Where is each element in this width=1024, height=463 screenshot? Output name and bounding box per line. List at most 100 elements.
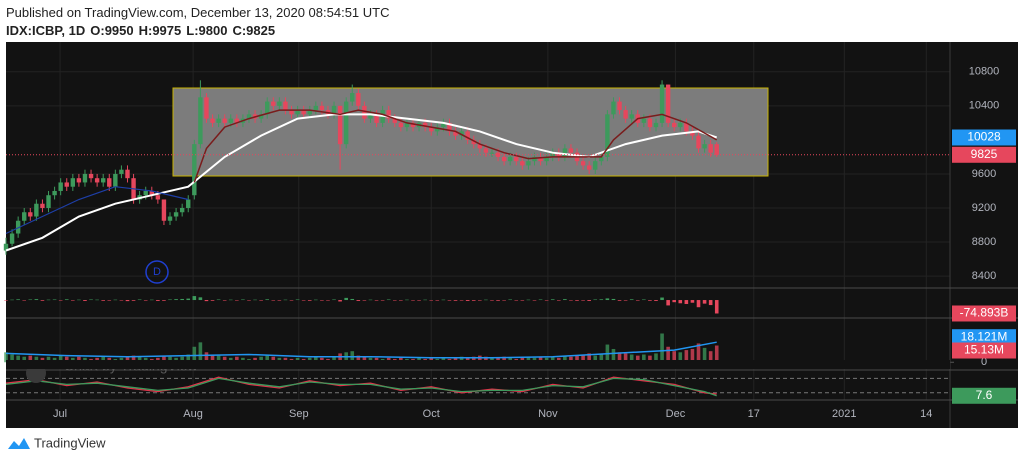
y-tick-label: 8800 [972,236,996,248]
value-label: -74.893B [960,306,1009,320]
candle-body [435,127,440,132]
bar [168,356,172,363]
bar [471,356,476,363]
bar [119,300,124,301]
candle-body [271,101,276,106]
published-line: Published on TradingView.com, December 1… [6,5,390,20]
bar [235,300,239,301]
bar [277,300,282,301]
candle-body [143,190,148,196]
bar [314,299,318,301]
bar [83,300,87,301]
candle-body [629,114,634,119]
candle-body [356,93,361,106]
watermark-cover [6,360,950,369]
candle-body [100,178,106,183]
candle-body [40,203,45,208]
ohlc-label: C: [232,23,247,38]
bar [344,297,348,301]
candle-body [295,110,300,115]
bar [28,355,33,363]
bar [222,300,227,301]
x-tick-label: Dec [666,408,686,420]
ohlc-value: 9800 [198,23,228,38]
bar [484,356,488,363]
bar [556,300,561,301]
candle-body [210,118,215,123]
axis-labels: Jul Aug Sep Oct Nov Dec 17 2021 14 8400 8800 9200 96… [53,66,1016,420]
bar [690,348,695,363]
bar [4,352,8,363]
bar [228,299,233,301]
symbol-line: IDX:ICBP, 1D O:9950 H:9975 L:9800 C:9825 [6,22,390,40]
candle-body [702,144,707,149]
bar [575,355,579,363]
bar [684,300,689,304]
bar [10,354,14,363]
bar [58,355,63,363]
bar [301,300,306,301]
bar [125,300,130,302]
bar [623,353,628,363]
bar [314,356,318,363]
bar [392,300,397,301]
indicator-line [5,186,189,235]
bar [666,346,670,363]
candle-body [471,139,476,145]
bar [368,299,373,301]
bar [599,299,604,301]
x-tick-label: 14 [920,408,932,420]
bar [265,355,270,363]
bar [544,300,549,301]
candle-body [465,131,470,140]
candle-body [641,118,647,123]
bar [660,333,664,363]
bar [52,299,57,301]
bar [484,299,488,301]
bar [216,299,221,301]
bar [113,299,118,301]
candle-body [501,156,507,162]
x-tick-label: Sep [289,408,309,420]
bar [131,355,136,363]
candle-body [714,144,719,155]
footer-icon [8,438,30,449]
bar [241,299,245,301]
candle-body [507,156,513,162]
bar [374,300,379,301]
candle-body [611,101,616,115]
marker-label: D [153,266,161,278]
bar [46,356,51,363]
bar [611,348,616,363]
ohlc-value: 9975 [152,23,182,38]
bar [16,355,20,363]
candle-body [489,152,495,154]
candle-body [94,178,100,183]
bar [569,356,573,363]
candle-body [580,161,586,166]
candle-body [593,161,598,170]
candle-body [696,135,701,149]
bar [490,300,494,301]
bar [222,356,227,363]
candle-body [113,173,118,187]
candle-body [653,122,659,128]
bar [271,356,276,363]
ohlc-value: 9950 [104,23,134,38]
bar [107,300,112,301]
candle-body [173,212,179,217]
candle-body [410,122,416,128]
y-tick-label: 9600 [972,168,996,180]
header: Published on TradingView.com, December 1… [6,4,390,40]
value-label: 15.13M [964,343,1004,357]
bar [362,300,367,301]
bar [593,299,598,301]
candle-body [107,178,112,187]
candle-body [678,122,683,128]
bar [16,299,20,301]
bar [22,300,27,301]
bar [186,354,191,363]
bar [714,345,719,363]
candle-body [277,101,282,106]
